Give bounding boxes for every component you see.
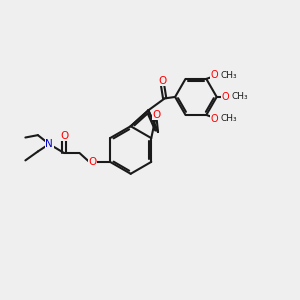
Text: N: N bbox=[45, 139, 53, 149]
Text: CH₃: CH₃ bbox=[232, 92, 248, 101]
Text: O: O bbox=[222, 92, 230, 102]
Text: O: O bbox=[158, 76, 166, 85]
Text: O: O bbox=[60, 131, 68, 141]
Text: CH₃: CH₃ bbox=[220, 71, 237, 80]
Text: O: O bbox=[211, 113, 218, 124]
Text: O: O bbox=[211, 70, 218, 80]
Text: O: O bbox=[89, 157, 97, 167]
Text: O: O bbox=[152, 110, 160, 120]
Text: CH₃: CH₃ bbox=[220, 114, 237, 123]
